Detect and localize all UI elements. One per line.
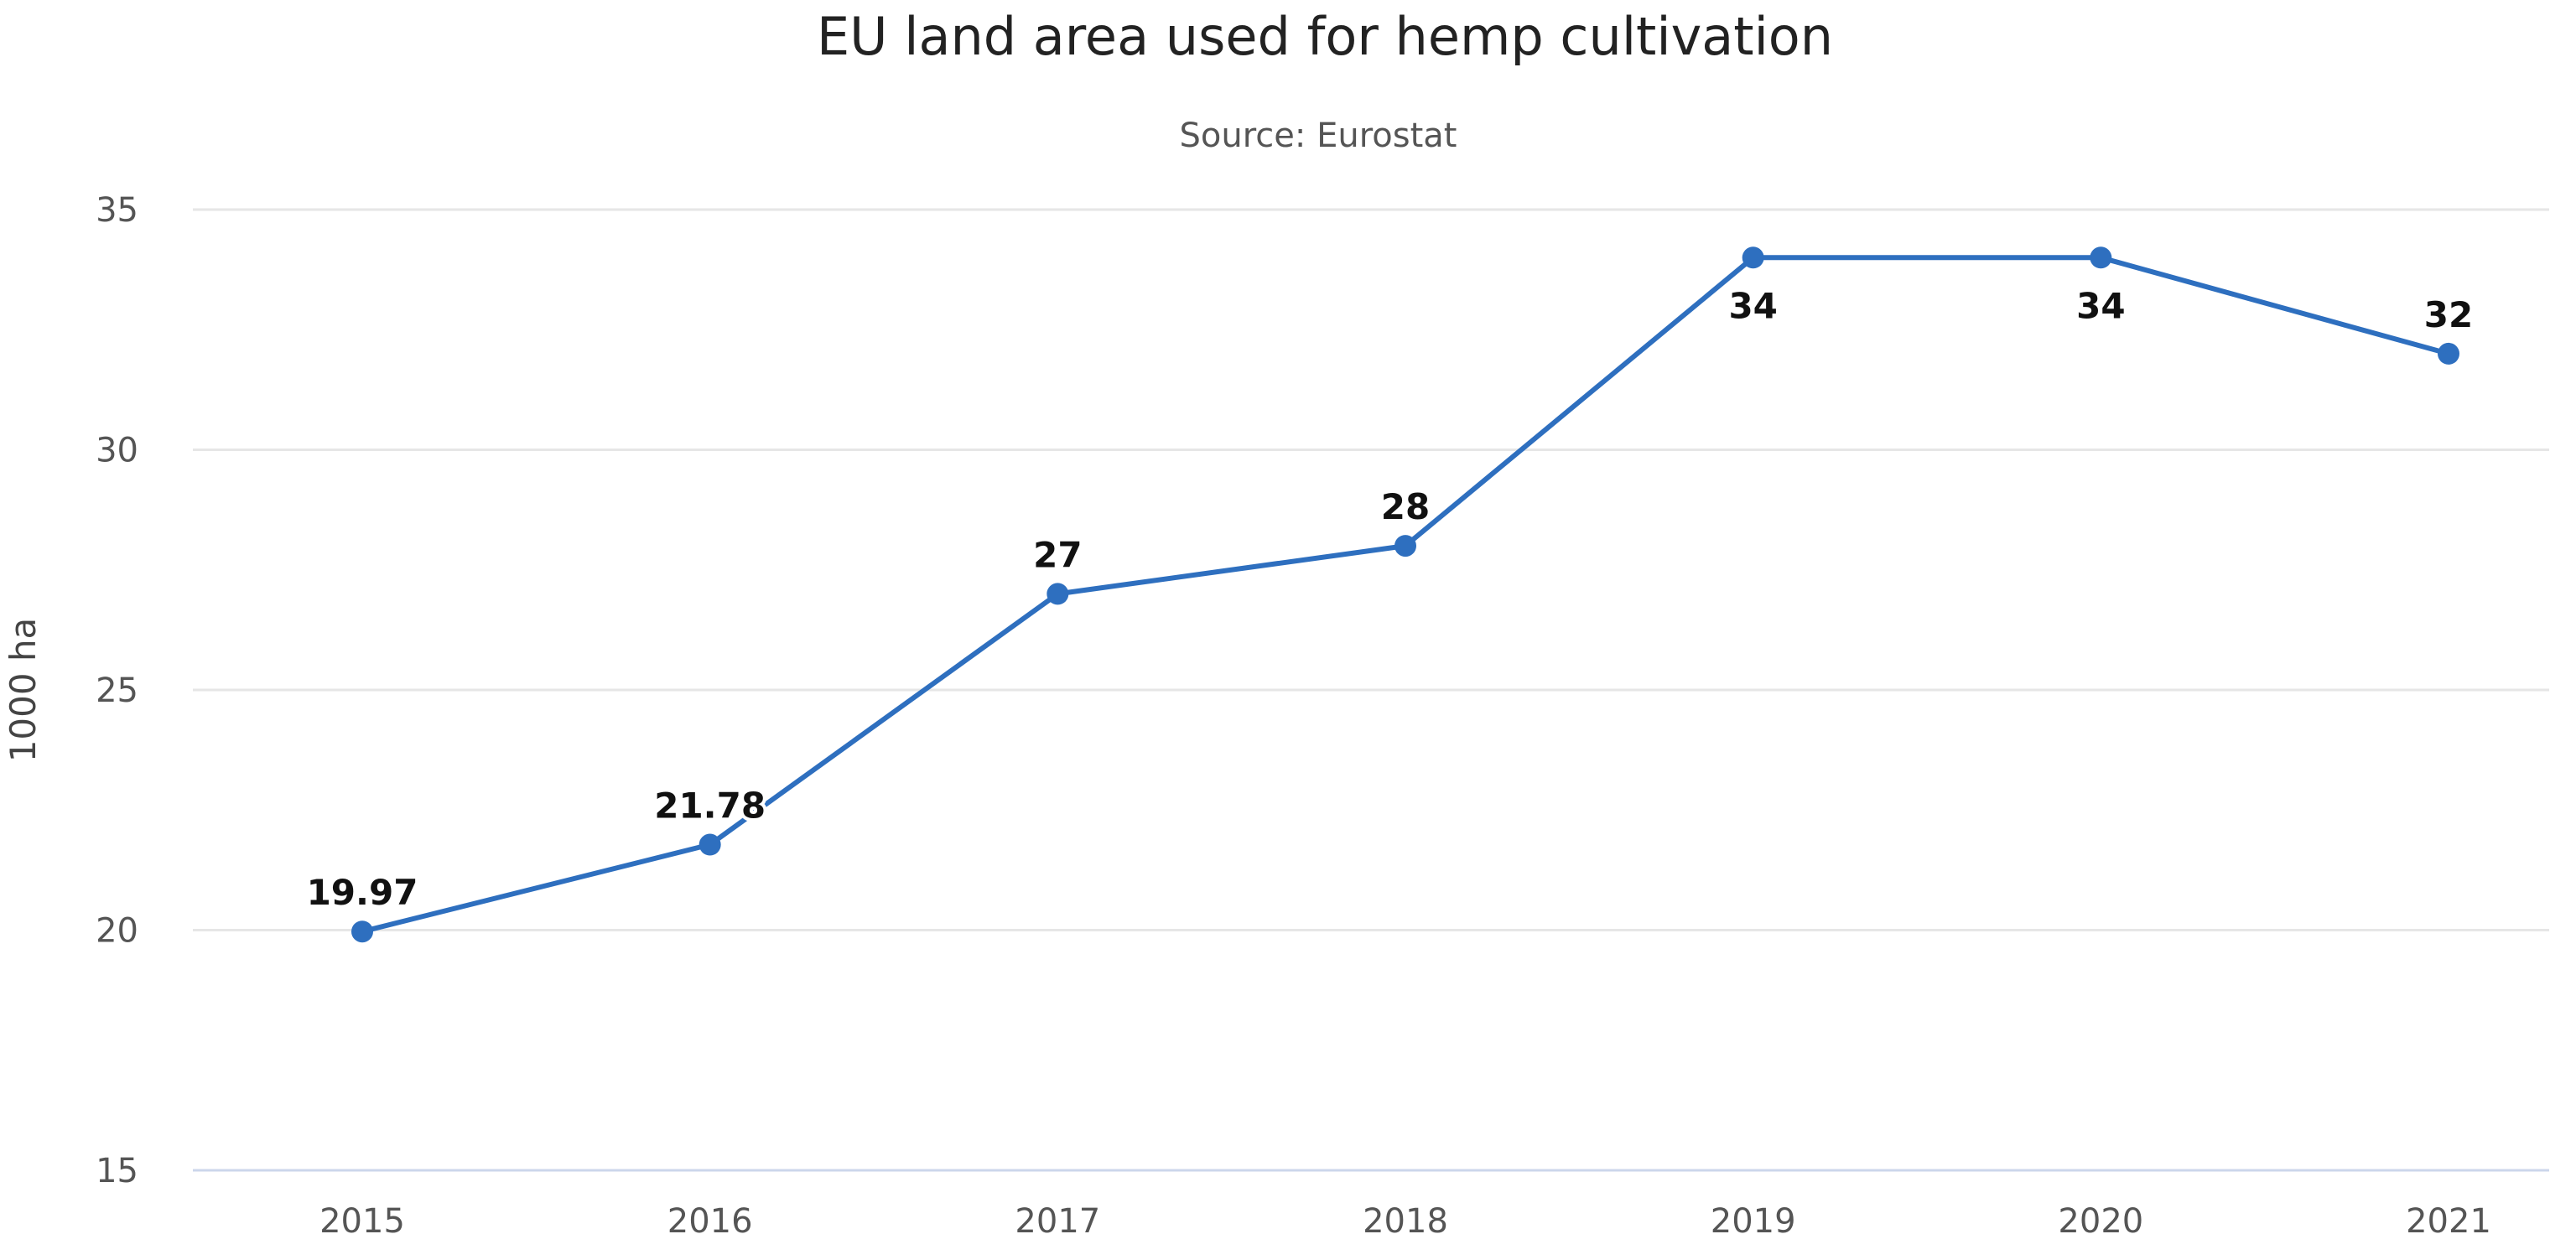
data-label: 32 (2424, 294, 2473, 335)
grid-lines (193, 208, 2549, 1172)
x-tick-label: 2016 (667, 1202, 753, 1241)
y-tick-label: 30 (96, 432, 138, 470)
data-label: 19.97 (307, 872, 418, 913)
y-axis-title: 1000 ha (3, 618, 44, 763)
x-tick-label: 2019 (1711, 1202, 1796, 1241)
y-tick-label: 35 (96, 191, 138, 230)
data-labels: 19.97 21.78 27 28 34 34 32 (304, 282, 2477, 916)
y-tick-label: 15 (96, 1152, 138, 1190)
data-point[interactable] (2438, 342, 2459, 365)
data-point[interactable] (699, 833, 721, 856)
data-label: 34 (1728, 285, 1777, 326)
data-label: 27 (1033, 534, 1082, 575)
chart-subtitle: Source: Eurostat (1180, 117, 1457, 155)
data-point[interactable] (351, 920, 373, 943)
x-axis-ticks: 2015 2016 2017 2018 2019 2020 2021 (319, 1202, 2491, 1241)
x-tick-label: 2020 (2058, 1202, 2143, 1241)
series-line (360, 255, 2451, 935)
y-axis-ticks: 15 20 25 30 35 (96, 191, 138, 1190)
x-tick-label: 2017 (1015, 1202, 1100, 1241)
x-tick-label: 2021 (2406, 1202, 2491, 1241)
chart-title: EU land area used for hemp cultivation (817, 6, 1833, 67)
data-point[interactable] (2090, 246, 2112, 269)
data-point[interactable] (1046, 583, 1069, 605)
data-label: 28 (1381, 486, 1430, 527)
data-point[interactable] (1394, 535, 1416, 557)
x-tick-label: 2018 (1363, 1202, 1448, 1241)
x-tick-label: 2015 (319, 1202, 405, 1241)
data-point[interactable] (1742, 246, 1764, 269)
y-tick-label: 20 (96, 912, 138, 951)
data-label: 34 (2076, 285, 2125, 326)
series-group (351, 246, 2459, 943)
data-label: 21.78 (654, 786, 766, 827)
y-tick-label: 25 (96, 671, 138, 710)
